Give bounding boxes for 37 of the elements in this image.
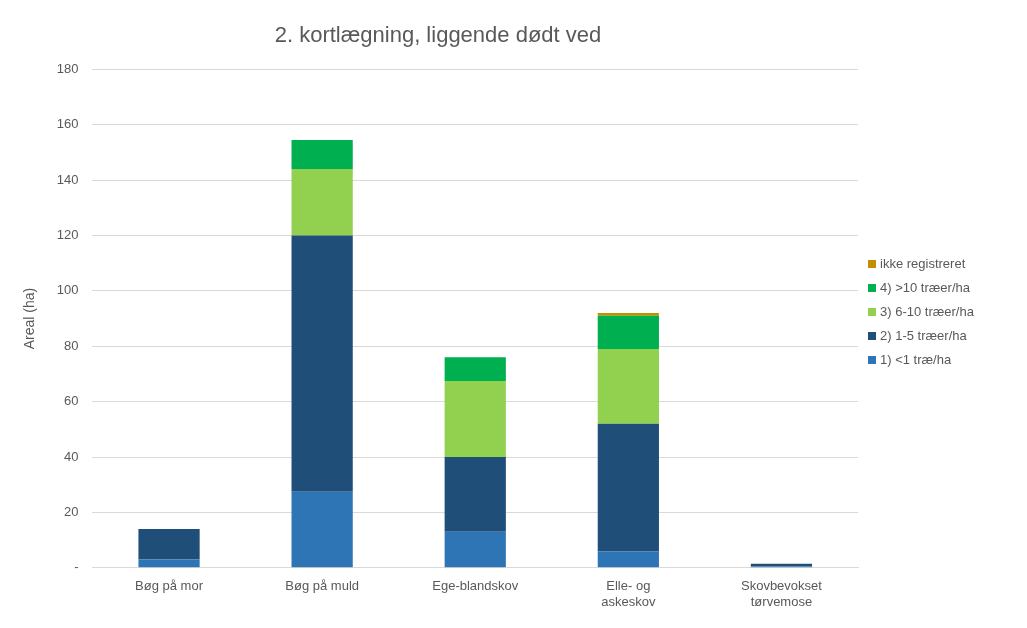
y-tick-label: 120 [56,227,79,243]
bar [291,235,353,492]
bar [597,313,659,316]
y-tick-label: 160 [56,116,79,132]
x-tick-label: Bøg på mor [135,578,204,594]
bar [597,551,659,568]
x-tick-label: Ege-blandskov [432,578,519,594]
legend-label: 3) 6-10 træer/ha [880,303,974,321]
x-tick-label: Skovbevokset tørvemose [740,578,823,609]
bar [291,140,353,170]
bar [597,349,659,424]
bar [291,491,353,568]
bar [444,531,506,568]
legend-label: ikke registreret [880,255,966,273]
y-axis-title: Areal (ha) [21,287,38,350]
bar [138,559,200,568]
y-tick-label: - [74,559,79,575]
bar [444,357,506,381]
bar [597,315,659,350]
bar [291,169,353,236]
legend-label: 1) <1 træ/ha [880,351,952,369]
y-tick-label: 180 [56,60,79,76]
bar [138,529,200,560]
y-tick-label: 80 [64,337,79,353]
bar [444,380,506,458]
bar [597,423,659,552]
y-tick-label: 100 [56,282,79,298]
legend-label: 4) >10 træer/ha [880,279,970,297]
x-tick-label: Elle- og askeskov [601,578,656,609]
x-tick-label: Bøg på muld [285,578,359,594]
bar [444,457,506,532]
y-tick-label: 20 [64,504,79,519]
y-tick-label: 60 [64,393,79,409]
y-tick-label: 40 [64,448,79,464]
legend-label: 2) 1-5 træer/ha [880,327,967,345]
chart-title: 2. kortlægning, liggende dødt ved [274,22,602,48]
y-tick-label: 140 [56,171,79,187]
